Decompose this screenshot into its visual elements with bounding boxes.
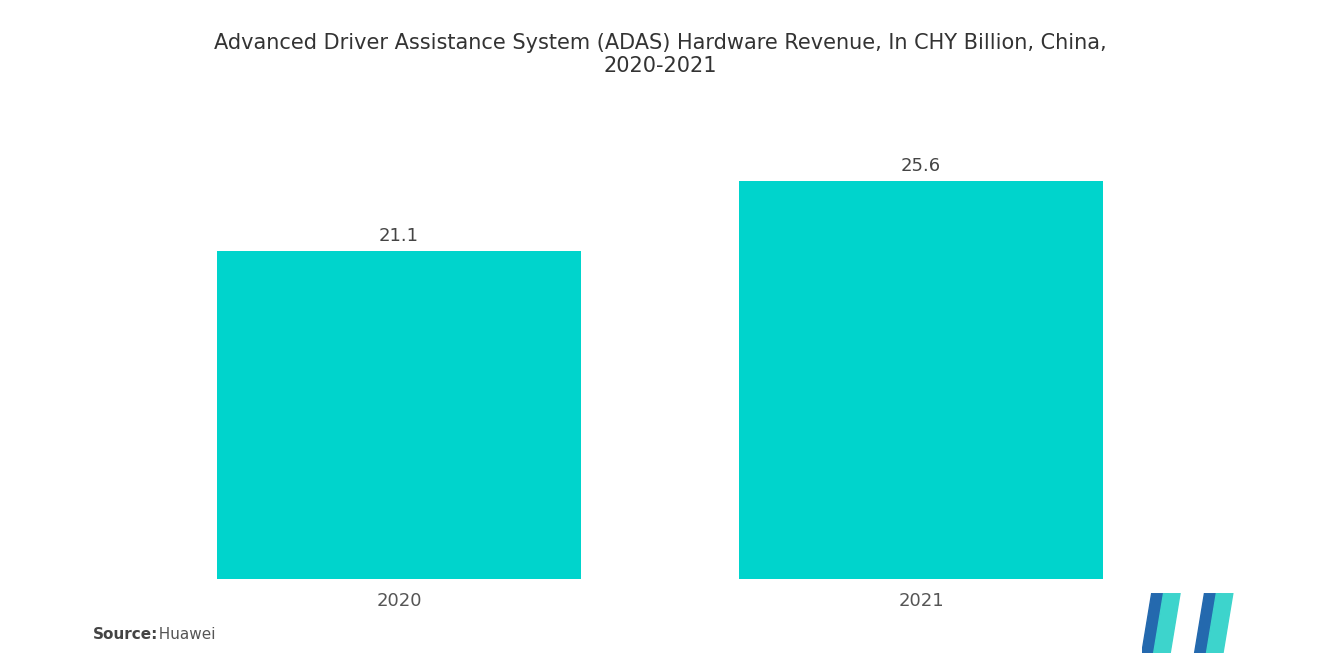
Polygon shape <box>1142 593 1168 653</box>
Bar <box>739 182 1102 579</box>
Text: 25.6: 25.6 <box>902 157 941 175</box>
Polygon shape <box>1195 593 1221 653</box>
Bar <box>218 251 581 579</box>
Text: Source:: Source: <box>92 626 158 642</box>
Polygon shape <box>1206 593 1233 653</box>
Text: Advanced Driver Assistance System (ADAS) Hardware Revenue, In CHY Billion, China: Advanced Driver Assistance System (ADAS)… <box>214 33 1106 76</box>
Text: Huawei: Huawei <box>149 626 215 642</box>
Polygon shape <box>1154 593 1180 653</box>
Text: 21.1: 21.1 <box>379 227 418 245</box>
